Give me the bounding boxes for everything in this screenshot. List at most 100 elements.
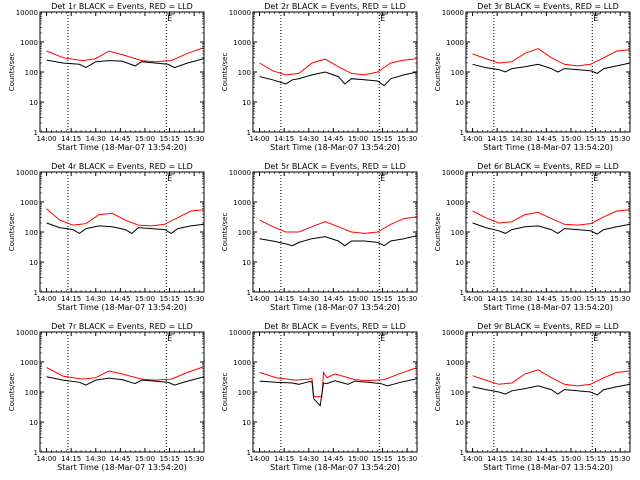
x-tick-label: 14:00	[249, 455, 269, 463]
y-tick-label: 100	[25, 229, 38, 237]
x-tick-label: 15:00	[561, 295, 581, 303]
marker-label: E	[593, 334, 598, 343]
x-tick-label: 14:15	[274, 455, 294, 463]
series-line-events	[472, 222, 631, 235]
y-tick-label: 1000	[233, 199, 251, 207]
x-tick-label: 15:00	[135, 135, 155, 143]
y-tick-label: 10000	[229, 169, 251, 177]
x-tick-label: 14:00	[36, 455, 56, 463]
x-tick-label: 14:30	[86, 295, 106, 303]
plot-frame	[39, 171, 205, 293]
y-tick-label: 100	[238, 389, 251, 397]
x-tick-label: 15:15	[159, 455, 179, 463]
y-tick-label: 1	[247, 129, 251, 137]
x-tick-label: 15:15	[585, 135, 605, 143]
x-tick-label: 14:00	[36, 295, 56, 303]
marker-label: E	[593, 14, 598, 23]
x-tick-label: 15:00	[135, 455, 155, 463]
x-tick-label: 14:15	[61, 455, 81, 463]
x-tick-label: 15:30	[610, 295, 630, 303]
y-axis-label: Counts/sec	[221, 373, 229, 412]
x-tick-label: 14:15	[487, 295, 507, 303]
y-tick-label: 1000	[20, 199, 38, 207]
y-axis-label: Counts/sec	[434, 373, 442, 412]
series-line-events	[46, 222, 205, 235]
x-tick-label: 15:00	[561, 455, 581, 463]
plot-frame	[465, 171, 631, 293]
y-tick-label: 10000	[229, 329, 251, 337]
x-axis-label: Start Time (18-Mar-07 13:54:20)	[57, 463, 187, 472]
x-tick-label: 15:15	[372, 135, 392, 143]
x-axis-label: Start Time (18-Mar-07 13:54:20)	[270, 143, 400, 152]
y-tick-label: 1	[34, 289, 38, 297]
chart-title: Det 8r BLACK = Events, RED = LLD	[264, 322, 406, 331]
x-tick-label: 14:30	[86, 455, 106, 463]
y-tick-label: 1000	[446, 39, 464, 47]
chart-title: Det 9r BLACK = Events, RED = LLD	[477, 322, 619, 331]
marker-label: E	[167, 174, 172, 183]
chart-panel-9: Det 9r BLACK = Events, RED = LLD 1 10 100 10…	[434, 322, 631, 472]
y-tick-label: 10000	[229, 9, 251, 17]
x-tick-label: 14:30	[512, 135, 532, 143]
series-line-events	[472, 62, 631, 74]
chart-panel-3: Det 3r BLACK = Events, RED = LLD 1 10 100 10…	[434, 2, 631, 152]
x-tick-label: 14:15	[487, 135, 507, 143]
series-line-events	[46, 58, 205, 69]
y-tick-label: 1000	[20, 39, 38, 47]
series-line-lld	[259, 216, 418, 234]
x-tick-label: 14:45	[536, 135, 556, 143]
plot-frame	[252, 331, 418, 453]
x-tick-label: 14:15	[487, 455, 507, 463]
x-axis-label: Start Time (18-Mar-07 13:54:20)	[483, 143, 613, 152]
x-axis-label: Start Time (18-Mar-07 13:54:20)	[270, 463, 400, 472]
y-tick-label: 1000	[233, 359, 251, 367]
y-tick-label: 1	[247, 449, 251, 457]
x-tick-label: 14:30	[299, 455, 319, 463]
x-axis-label: Start Time (18-Mar-07 13:54:20)	[483, 463, 613, 472]
x-tick-label: 15:15	[585, 295, 605, 303]
y-tick-label: 1000	[446, 359, 464, 367]
y-tick-label: 10	[29, 259, 38, 267]
x-axis-label: Start Time (18-Mar-07 13:54:20)	[57, 143, 187, 152]
y-tick-label: 10000	[442, 329, 464, 337]
chart-title: Det 7r BLACK = Events, RED = LLD	[51, 322, 193, 331]
chart-panel-5: Det 5r BLACK = Events, RED = LLD 1 10 100 10…	[221, 162, 418, 312]
x-tick-label: 15:30	[184, 135, 204, 143]
x-tick-label: 15:00	[348, 295, 368, 303]
y-tick-label: 10	[29, 419, 38, 427]
x-tick-label: 15:30	[610, 455, 630, 463]
marker-label: E	[167, 334, 172, 343]
x-tick-label: 15:30	[397, 455, 417, 463]
x-tick-label: 14:30	[512, 455, 532, 463]
plot-frame	[465, 331, 631, 453]
y-tick-label: 1	[460, 449, 464, 457]
chart-panel-4: Det 4r BLACK = Events, RED = LLD 1 10 100 10…	[8, 162, 205, 312]
y-axis-label: Counts/sec	[8, 213, 16, 252]
x-tick-label: 14:45	[110, 455, 130, 463]
marker-label: E	[593, 174, 598, 183]
x-tick-label: 15:00	[348, 135, 368, 143]
y-tick-label: 1	[34, 129, 38, 137]
x-tick-label: 15:00	[348, 455, 368, 463]
y-tick-label: 100	[451, 69, 464, 77]
y-axis-label: Counts/sec	[221, 213, 229, 252]
x-tick-label: 15:30	[397, 295, 417, 303]
y-tick-label: 100	[25, 389, 38, 397]
y-tick-label: 100	[451, 389, 464, 397]
chart-title: Det 5r BLACK = Events, RED = LLD	[264, 162, 406, 171]
y-tick-label: 10	[242, 99, 251, 107]
y-tick-label: 1	[34, 449, 38, 457]
y-tick-label: 10000	[16, 9, 38, 17]
chart-title: Det 1r BLACK = Events, RED = LLD	[51, 2, 193, 11]
x-tick-label: 15:00	[135, 295, 155, 303]
y-tick-label: 10	[455, 99, 464, 107]
x-tick-label: 14:45	[323, 135, 343, 143]
x-tick-label: 14:00	[462, 295, 482, 303]
y-tick-label: 100	[25, 69, 38, 77]
y-axis-label: Counts/sec	[221, 53, 229, 92]
y-tick-label: 1000	[233, 39, 251, 47]
x-tick-label: 14:00	[249, 295, 269, 303]
x-tick-label: 14:30	[86, 135, 106, 143]
x-tick-label: 14:00	[36, 135, 56, 143]
